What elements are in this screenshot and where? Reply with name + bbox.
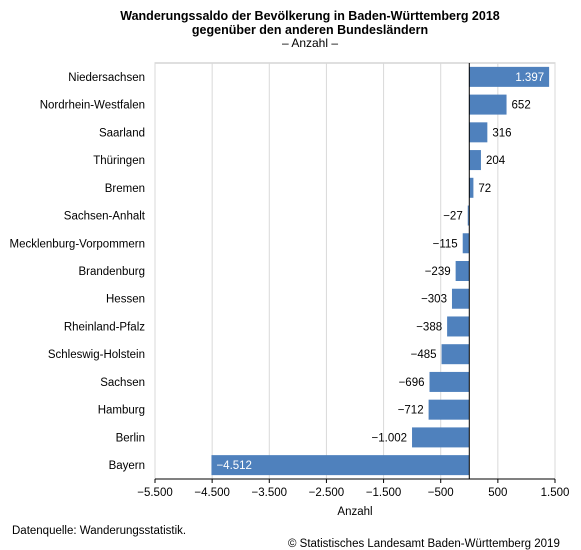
category-label: Sachsen-Anhalt [64, 211, 146, 223]
category-label: Bayern [109, 460, 145, 472]
x-tick-label: −3.500 [252, 487, 288, 499]
copyright-note: © Statistisches Landesamt Baden-Württemb… [288, 538, 560, 550]
data-label: −388 [416, 321, 442, 333]
category-label: Hessen [106, 294, 145, 306]
x-tick-label: −1.500 [366, 487, 402, 499]
data-label: 652 [512, 100, 531, 112]
data-label: −712 [398, 405, 424, 417]
category-label: Sachsen [100, 377, 145, 389]
bar [469, 150, 481, 171]
data-label: 72 [478, 183, 491, 195]
chart-title-line1: Wanderungssaldo der Bevölkerung in Baden… [120, 9, 500, 23]
category-label: Hamburg [98, 405, 145, 417]
x-tick-label: 1.500 [541, 487, 570, 499]
data-label: 1.397 [515, 72, 544, 84]
x-tick-label: −5.500 [137, 487, 173, 499]
x-axis-title: Anzahl [337, 506, 372, 518]
data-label: −485 [411, 349, 437, 361]
category-label: Schleswig-Holstein [48, 349, 145, 361]
bar [469, 177, 474, 198]
category-label: Rheinland-Pfalz [64, 321, 145, 333]
x-tick-label: −4.500 [194, 487, 230, 499]
bar [455, 261, 470, 281]
bar [469, 94, 507, 115]
plot-area [154, 62, 556, 480]
chart-title-line2: gegenüber den anderen Bundesländern [191, 23, 429, 37]
data-label: 204 [486, 155, 506, 167]
bar [469, 66, 550, 87]
category-label: Brandenburg [79, 266, 146, 278]
data-label: −239 [425, 266, 451, 278]
category-label: Saarland [99, 127, 145, 139]
chart-subtitle: – Anzahl – [281, 36, 339, 50]
data-source-note: Datenquelle: Wanderungsstatistik. [12, 525, 187, 537]
bar [211, 455, 470, 476]
bar [462, 233, 470, 254]
category-label: Thüringen [93, 155, 145, 167]
data-label: −27 [443, 211, 463, 223]
data-label: −4.512 [216, 460, 252, 472]
data-label: −303 [421, 294, 447, 306]
bar [469, 122, 488, 143]
data-label: −1.002 [372, 432, 408, 444]
category-label: Niedersachsen [68, 72, 145, 84]
bar [429, 371, 470, 392]
category-label: Nordrhein-Westfalen [40, 100, 145, 112]
x-tick-label: −2.500 [309, 487, 345, 499]
bar [441, 344, 470, 365]
data-label: 316 [492, 127, 511, 139]
bar [447, 316, 470, 337]
x-tick-label: −500 [428, 487, 454, 499]
category-label: Mecklenburg-Vorpommern [9, 238, 145, 250]
category-label: Bremen [105, 183, 145, 195]
x-tick-label: 500 [488, 487, 507, 499]
bar [467, 205, 470, 226]
bar [428, 399, 470, 420]
bar [451, 288, 470, 309]
data-label: −696 [399, 377, 425, 389]
category-label: Berlin [116, 432, 145, 444]
data-label: −115 [433, 238, 458, 250]
bar [412, 427, 470, 448]
